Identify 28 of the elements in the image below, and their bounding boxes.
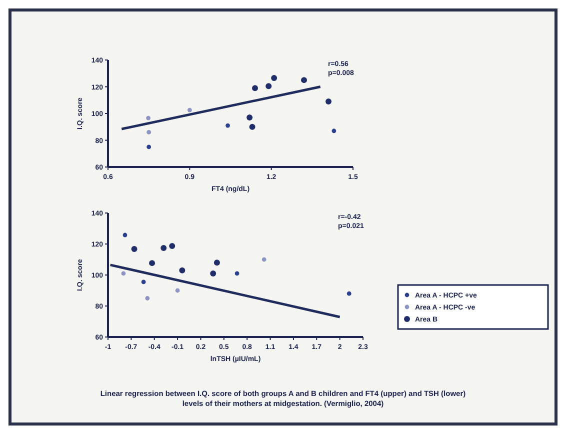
point — [210, 270, 216, 276]
point — [214, 260, 220, 266]
point — [141, 280, 146, 284]
point — [179, 267, 186, 274]
point — [169, 243, 176, 250]
point — [121, 271, 126, 276]
point — [226, 123, 230, 128]
point — [266, 83, 272, 90]
point — [249, 124, 256, 130]
point — [246, 114, 253, 121]
point — [145, 296, 150, 300]
point — [146, 130, 152, 134]
point — [271, 75, 278, 82]
point — [326, 98, 332, 104]
point — [187, 108, 192, 112]
point — [262, 257, 266, 262]
point — [131, 246, 138, 252]
point — [122, 232, 128, 238]
point — [301, 77, 307, 84]
point — [146, 116, 150, 120]
point — [175, 288, 180, 293]
point — [149, 260, 156, 266]
point — [252, 85, 258, 92]
point — [332, 128, 336, 134]
point — [146, 144, 152, 150]
point — [234, 271, 240, 276]
point — [346, 291, 352, 296]
point — [160, 245, 167, 252]
